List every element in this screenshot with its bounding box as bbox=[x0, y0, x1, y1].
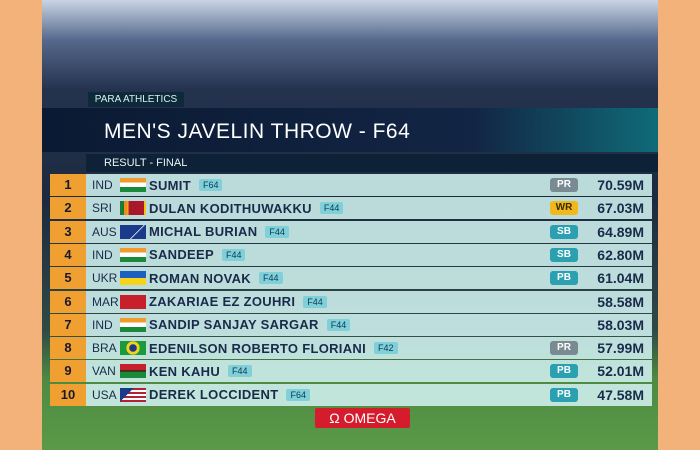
flag bbox=[120, 317, 146, 332]
flag bbox=[120, 224, 146, 239]
flag bbox=[120, 341, 146, 356]
flag bbox=[120, 364, 146, 379]
rank: 10 bbox=[50, 383, 86, 406]
athlete-name: ZAKARIAE EZ ZOUHRI bbox=[149, 294, 296, 309]
title: MEN'S JAVELIN THROW - F64 bbox=[104, 120, 411, 143]
athlete: KEN KAHU F44 bbox=[149, 360, 252, 382]
class-badge: F44 bbox=[319, 202, 344, 215]
rank: 4 bbox=[50, 243, 86, 266]
athlete: SUMIT F64 bbox=[149, 174, 223, 196]
sponsor-logo: Ω OMEGA bbox=[315, 408, 410, 428]
athlete-name: SANDIP SANJAY SARGAR bbox=[149, 317, 319, 333]
athlete-name: ROMAN NOVAK bbox=[149, 270, 251, 286]
athlete: MICHAL BURIAN F44 bbox=[149, 221, 289, 243]
record-badge: PR bbox=[550, 178, 578, 192]
record-badge: SB bbox=[550, 224, 578, 239]
rank: 1 bbox=[50, 174, 86, 196]
athlete-name: EDENILSON ROBERTO FLORIANI bbox=[149, 340, 367, 356]
record-badge: WR bbox=[550, 201, 578, 216]
athlete-name: MICHAL BURIAN bbox=[149, 224, 258, 240]
athlete: ZAKARIAE EZ ZOUHRI F44 bbox=[149, 291, 327, 313]
result: 62.80M bbox=[597, 246, 644, 263]
record-badge: PB bbox=[550, 364, 578, 379]
result: 61.04M bbox=[597, 270, 644, 287]
flag bbox=[120, 247, 146, 262]
rank: 2 bbox=[50, 197, 86, 220]
athlete-name: DEREK LOCCIDENT bbox=[149, 387, 279, 403]
country-code: MAR bbox=[92, 294, 119, 309]
class-badge: F44 bbox=[221, 248, 246, 261]
class-badge: F44 bbox=[303, 295, 327, 308]
country-code: VAN bbox=[92, 364, 116, 379]
class-badge: F64 bbox=[198, 179, 223, 191]
country-code: IND bbox=[92, 317, 113, 332]
result-row: 8 BRA EDENILSON ROBERTO FLORIANI F42 PR 57.99… bbox=[50, 337, 652, 360]
result-row: 5 UKR ROMAN NOVAK F44 PB 61.04M bbox=[50, 267, 652, 290]
athlete: SANDEEP F44 bbox=[149, 244, 246, 266]
result: 67.03M bbox=[597, 200, 644, 217]
result-row: 3 AUS MICHAL BURIAN F44 SB 64.89M bbox=[50, 220, 652, 243]
event-tag: PARA ATHLETICS bbox=[88, 92, 184, 107]
result-row: 1 IND SUMIT F64 PR 70.59M bbox=[50, 174, 652, 196]
country-code: SRI bbox=[92, 201, 113, 216]
result-row: 2 SRI DULAN KODITHUWAKKU F44 WR 67.03M bbox=[50, 197, 652, 220]
country-code: USA bbox=[92, 387, 117, 402]
result: 47.58M bbox=[597, 386, 644, 403]
record-badge: SB bbox=[550, 247, 578, 262]
result-row: 9 VAN KEN KAHU F44 PB 52.01M bbox=[50, 360, 652, 383]
class-badge: F64 bbox=[286, 388, 310, 401]
class-badge: F44 bbox=[265, 225, 289, 238]
rank: 5 bbox=[50, 267, 86, 290]
record-badge: PR bbox=[550, 341, 578, 356]
flag bbox=[120, 271, 146, 286]
athlete-name: SUMIT bbox=[149, 177, 191, 193]
record-badge: PB bbox=[550, 271, 578, 286]
athlete-name: SANDEEP bbox=[149, 247, 214, 263]
athlete: DULAN KODITHUWAKKU F44 bbox=[149, 197, 344, 219]
athlete-name: DULAN KODITHUWAKKU bbox=[149, 200, 312, 216]
class-badge: F44 bbox=[228, 365, 252, 378]
flag bbox=[120, 201, 146, 216]
athlete: EDENILSON ROBERTO FLORIANI F42 bbox=[149, 337, 398, 359]
rank: 9 bbox=[50, 360, 86, 383]
result-row: 4 IND SANDEEP F44 SB 62.80M bbox=[50, 243, 652, 266]
class-badge: F42 bbox=[374, 342, 398, 355]
rank: 7 bbox=[50, 313, 86, 336]
rank: 8 bbox=[50, 337, 86, 360]
result-row: 10 USA DEREK LOCCIDENT F64 PB 47.58M bbox=[50, 383, 652, 406]
athlete: ROMAN NOVAK F44 bbox=[149, 267, 283, 289]
country-code: IND bbox=[92, 178, 113, 192]
country-code: AUS bbox=[92, 224, 117, 239]
flag bbox=[120, 294, 146, 309]
flag bbox=[120, 387, 146, 402]
result-row: 7 IND SANDIP SANJAY SARGAR F44 58.03M bbox=[50, 313, 652, 336]
title-bar bbox=[42, 108, 658, 152]
subtitle: RESULT - FINAL bbox=[104, 157, 188, 169]
country-code: BRA bbox=[92, 341, 117, 356]
country-code: IND bbox=[92, 247, 113, 262]
result: 57.99M bbox=[597, 340, 644, 357]
rank: 6 bbox=[50, 290, 86, 313]
result: 58.58M bbox=[597, 293, 644, 310]
class-badge: F44 bbox=[326, 318, 351, 331]
athlete: SANDIP SANJAY SARGAR F44 bbox=[149, 314, 351, 336]
athlete: DEREK LOCCIDENT F64 bbox=[149, 384, 310, 406]
result: 58.03M bbox=[597, 316, 644, 333]
subtitle-bar bbox=[86, 154, 658, 172]
class-badge: F44 bbox=[259, 272, 283, 285]
result: 64.89M bbox=[597, 223, 644, 240]
rank: 3 bbox=[50, 220, 86, 243]
flag bbox=[120, 178, 146, 192]
result: 52.01M bbox=[597, 363, 644, 380]
athlete-name: KEN KAHU bbox=[149, 363, 221, 379]
result: 70.59M bbox=[597, 177, 644, 193]
record-badge: PB bbox=[550, 387, 578, 402]
country-code: UKR bbox=[92, 271, 118, 286]
result-row: 6 MAR ZAKARIAE EZ ZOUHRI F44 58.58M bbox=[50, 290, 652, 313]
